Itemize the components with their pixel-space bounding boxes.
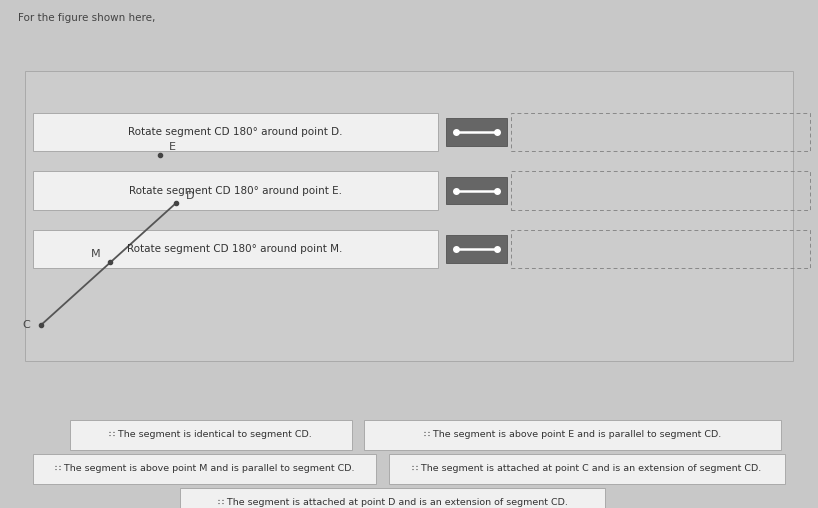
Text: ∷ The segment is identical to segment CD.: ∷ The segment is identical to segment CD… bbox=[110, 430, 312, 439]
FancyBboxPatch shape bbox=[25, 71, 793, 361]
FancyBboxPatch shape bbox=[446, 176, 507, 204]
FancyBboxPatch shape bbox=[33, 454, 376, 484]
Text: Rotate segment CD 180° around point D.: Rotate segment CD 180° around point D. bbox=[128, 127, 343, 137]
FancyBboxPatch shape bbox=[446, 118, 507, 146]
Text: ∷ The segment is above point E and is parallel to segment CD.: ∷ The segment is above point E and is pa… bbox=[424, 430, 721, 439]
Text: Rotate segment CD 180° around point E.: Rotate segment CD 180° around point E. bbox=[128, 185, 342, 196]
Text: ∷ The segment is attached at point D and is an extension of segment CD.: ∷ The segment is attached at point D and… bbox=[218, 498, 568, 507]
Text: D: D bbox=[186, 190, 194, 201]
FancyBboxPatch shape bbox=[70, 420, 352, 450]
Text: For the figure shown here,: For the figure shown here, bbox=[18, 13, 155, 23]
FancyBboxPatch shape bbox=[364, 420, 781, 450]
Text: ∷ The segment is attached at point C and is an extension of segment CD.: ∷ The segment is attached at point C and… bbox=[412, 464, 762, 473]
FancyBboxPatch shape bbox=[33, 230, 438, 268]
Text: Rotate segment CD 180° around point M.: Rotate segment CD 180° around point M. bbox=[128, 244, 343, 254]
Text: M: M bbox=[91, 249, 101, 259]
FancyBboxPatch shape bbox=[33, 113, 438, 151]
FancyBboxPatch shape bbox=[389, 454, 785, 484]
Text: ∷ The segment is above point M and is parallel to segment CD.: ∷ The segment is above point M and is pa… bbox=[55, 464, 354, 473]
Text: C: C bbox=[23, 320, 30, 330]
FancyBboxPatch shape bbox=[446, 235, 507, 263]
FancyBboxPatch shape bbox=[33, 172, 438, 209]
FancyBboxPatch shape bbox=[180, 488, 605, 508]
Text: E: E bbox=[169, 142, 177, 152]
